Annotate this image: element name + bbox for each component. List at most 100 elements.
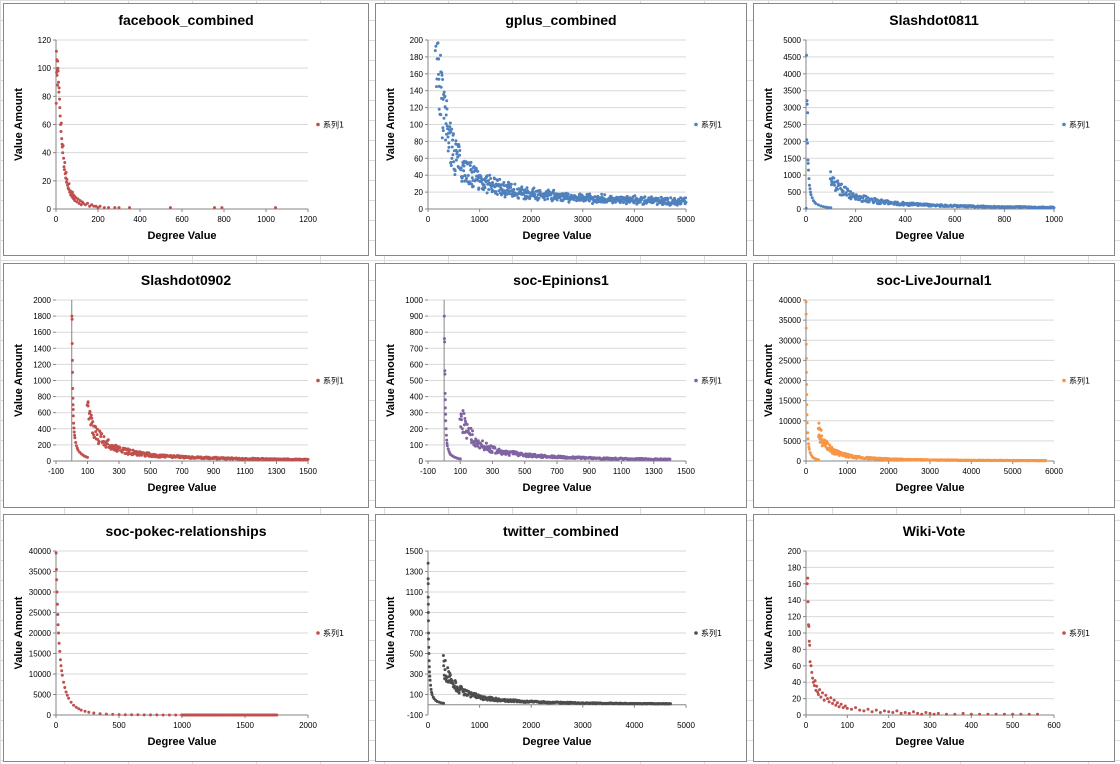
data-point (903, 711, 907, 714)
chart-title: soc-LiveJournal1 (876, 272, 991, 288)
data-point (532, 190, 535, 194)
data-point (70, 314, 74, 318)
data-point (77, 707, 81, 711)
data-point (62, 156, 66, 160)
data-point (810, 670, 814, 674)
data-point (453, 169, 457, 173)
data-point (427, 645, 431, 649)
data-point (849, 190, 853, 194)
data-point (477, 186, 481, 190)
x-tick-label: 100 (81, 467, 95, 476)
y-tick-label: 40 (42, 149, 51, 158)
data-point (60, 137, 64, 141)
data-point (978, 712, 982, 716)
data-point (87, 710, 91, 714)
x-tick-label: 500 (1006, 721, 1020, 730)
data-point (841, 189, 845, 193)
data-point (454, 158, 458, 162)
data-series (54, 49, 277, 210)
data-point (86, 201, 89, 205)
data-point (73, 436, 77, 440)
data-point (461, 409, 465, 413)
y-tick-label: 140 (788, 596, 802, 605)
x-tick-label: 0 (804, 215, 809, 224)
data-point (440, 71, 444, 75)
y-tick-label: 60 (42, 121, 51, 130)
data-point (213, 206, 216, 210)
y-tick-label: 1400 (33, 344, 51, 353)
data-point (441, 126, 445, 130)
y-tick-label: 100 (38, 64, 52, 73)
x-axis-label: Degree Value (895, 230, 964, 242)
data-point (448, 673, 452, 677)
y-tick-label: 800 (38, 393, 52, 402)
data-point (814, 202, 818, 206)
data-point (819, 204, 823, 208)
data-point (449, 130, 453, 134)
data-point (1036, 712, 1039, 716)
data-point (443, 406, 447, 410)
data-point (56, 69, 60, 73)
data-point (465, 436, 469, 440)
chart-panel: twitter_combined -100 100 300 500 700 900 1100 1… (375, 514, 747, 762)
data-point (1011, 712, 1015, 716)
y-tick-label: 0 (419, 457, 424, 466)
y-tick-label: 40 (792, 678, 801, 687)
data-point (809, 190, 812, 194)
x-tick-label: 5000 (677, 215, 695, 224)
data-point (806, 161, 810, 165)
data-point (806, 437, 810, 441)
data-point (471, 429, 474, 433)
data-point (655, 203, 659, 206)
data-point (174, 713, 178, 717)
data-point (465, 422, 469, 426)
data-point (839, 702, 843, 706)
data-point (462, 164, 466, 168)
data-point (804, 300, 808, 304)
data-point (56, 66, 60, 70)
data-point (824, 205, 828, 209)
data-point (805, 582, 809, 586)
y-axis-label: Value Amount (13, 344, 25, 417)
data-point (444, 419, 448, 423)
data-point (649, 195, 653, 199)
y-tick-label: 100 (788, 629, 802, 638)
x-tick-label: 0 (426, 721, 431, 730)
data-point (56, 59, 60, 63)
y-tick-label: 4000 (783, 70, 801, 79)
data-point (509, 186, 513, 189)
data-point (452, 684, 456, 688)
legend-marker (694, 378, 698, 383)
data-point (57, 631, 60, 635)
y-tick-label: 200 (410, 36, 424, 45)
data-point (429, 687, 433, 691)
data-point (844, 191, 848, 195)
chart-svg: Wiki-Vote 0 20 40 60 80 100 120 140 160 180 200 0 100… (763, 523, 1090, 748)
data-point (107, 206, 110, 210)
data-point (831, 702, 834, 705)
data-point (426, 602, 430, 606)
data-point (826, 206, 830, 209)
data-point (116, 448, 120, 452)
x-tick-label: 4000 (626, 721, 644, 730)
data-point (451, 682, 455, 686)
data-point (808, 643, 812, 647)
x-tick-label: 1000 (838, 467, 856, 476)
data-point (448, 125, 452, 129)
data-point (58, 106, 62, 110)
data-point (453, 173, 457, 177)
data-point (451, 132, 455, 136)
data-point (102, 435, 106, 439)
data-point (56, 613, 60, 616)
legend-label: 系列1 (1069, 120, 1090, 130)
data-point (427, 631, 430, 635)
data-point (167, 713, 171, 717)
data-point (819, 428, 823, 432)
y-tick-label: 1500 (405, 547, 423, 556)
data-point (429, 683, 433, 687)
y-tick-label: 2500 (783, 121, 801, 130)
data-point (669, 196, 673, 200)
y-tick-label: 80 (42, 92, 51, 101)
data-point (428, 670, 431, 674)
data-point (61, 144, 65, 148)
